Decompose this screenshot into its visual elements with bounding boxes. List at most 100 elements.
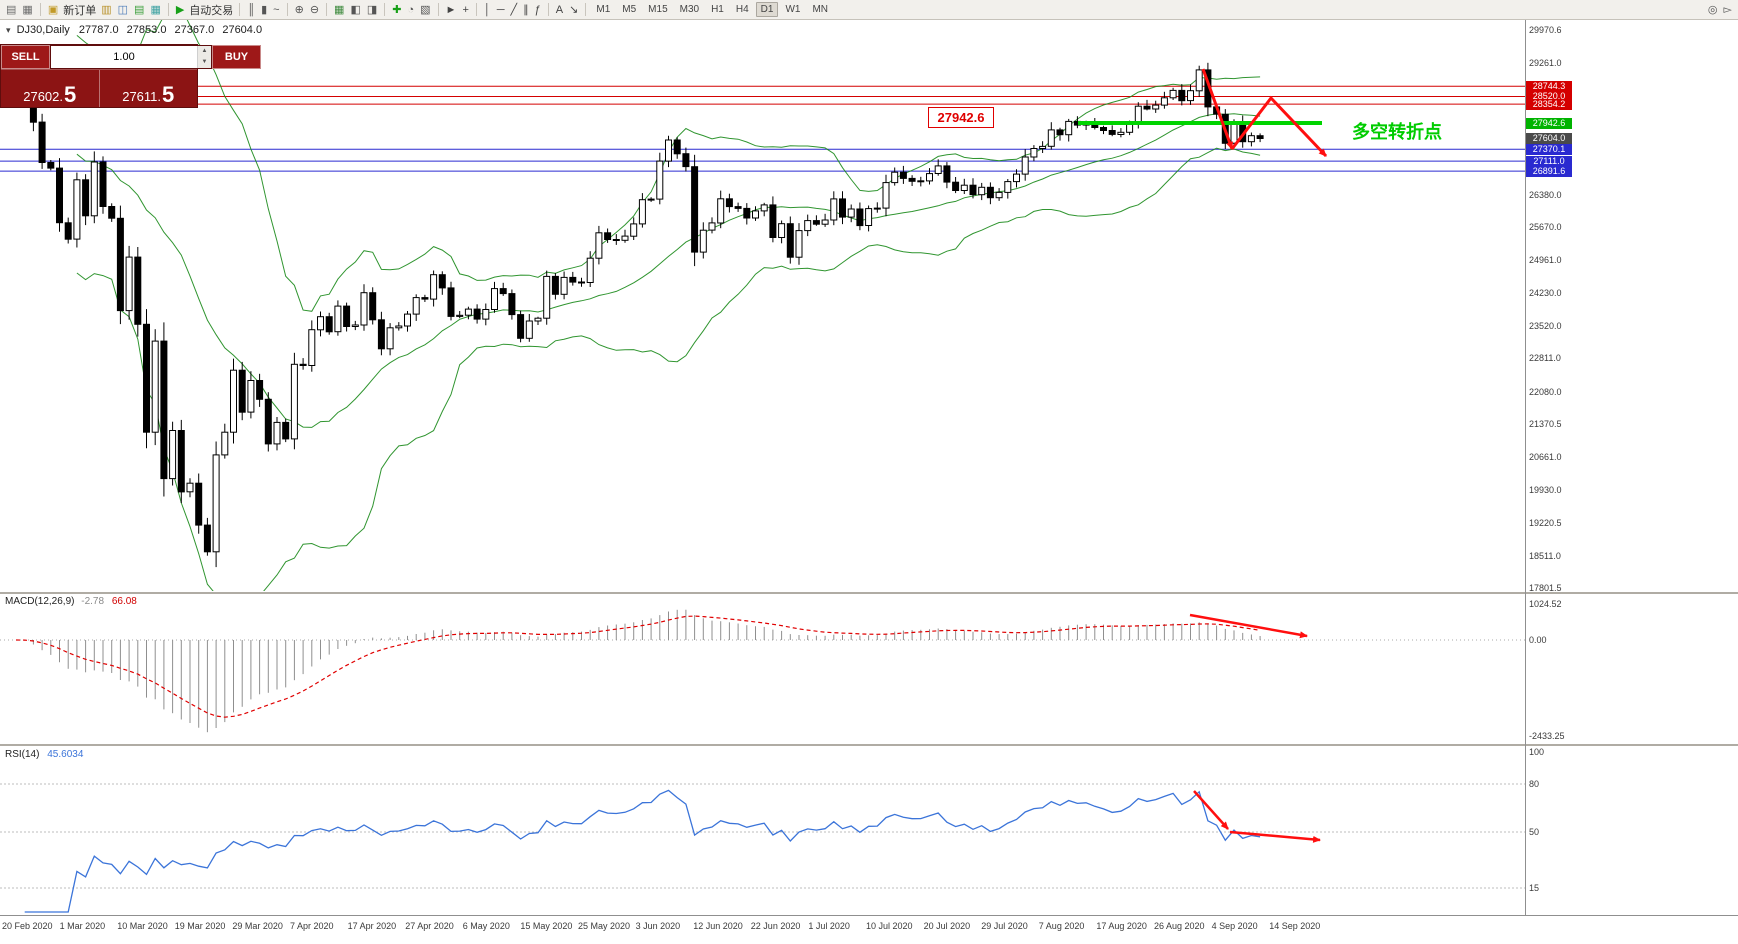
timeframe-button-d1[interactable]: D1 (755, 2, 779, 17)
symbol-marker-icon: ▾ (6, 25, 11, 35)
toolbar: ▤ ▦ ▣ 新订单 ▥ ◫ ▤ ▦ ▶ 自动交易 ║ ▮ ~ ⊕ ⊖ ▦ ◧ ◨ ✚ ◔ ▧ ► + │ ─ ╱ ∥ ƒ A ↘ M1 M5… (0, 0, 1738, 20)
price-tick: 25670.0 (1529, 222, 1562, 233)
toolbar-separator (475, 3, 477, 16)
timeframe-button-m30[interactable]: M30 (679, 4, 700, 15)
date-label: 27 Apr 2020 (405, 921, 454, 931)
turning-point-note: 多空转折点 (1352, 122, 1442, 142)
auto-arrange-icon[interactable]: ◧ (350, 3, 361, 16)
arrows-tool-icon[interactable]: ↘ (569, 3, 579, 16)
toolbar-separator (384, 3, 386, 16)
date-label: 3 Jun 2020 (635, 921, 681, 931)
sell-price[interactable]: 27602. 5 (1, 70, 100, 107)
price-tick: 17801.5 (1529, 583, 1562, 593)
macd-indicator-label: MACD(12,26,9) -2.78 66.08 (5, 596, 137, 607)
rsi-axis-label: 50 (1529, 827, 1540, 837)
price-tick: 20661.0 (1529, 451, 1562, 462)
timeframe-button-m5[interactable]: M5 (622, 4, 637, 15)
fibonacci-icon[interactable]: ƒ (534, 3, 541, 16)
new-order-button[interactable]: 新订单 (63, 4, 97, 17)
toolbar-separator (437, 3, 439, 16)
price-tick: 18511.0 (1529, 550, 1561, 561)
horizontal-level-lines (0, 85, 1525, 172)
rsi-axis-label: 15 (1529, 883, 1540, 893)
channel-icon[interactable]: ∥ (523, 3, 529, 16)
zoom-out-icon[interactable]: ⊖ (309, 3, 320, 16)
pane-separator-macd[interactable] (0, 592, 1738, 594)
toolbar-separator (585, 3, 587, 16)
date-label: 20 Jul 2020 (923, 921, 971, 931)
sell-button[interactable]: SELL (1, 45, 50, 69)
price-tick: 19930.0 (1529, 485, 1562, 496)
zoom-in-icon[interactable]: ⊕ (294, 3, 304, 16)
pane-separator-rsi[interactable] (0, 744, 1738, 746)
timeframe-button-m15[interactable]: M15 (648, 4, 668, 15)
date-label: 29 Mar 2020 (232, 921, 283, 931)
buy-price-main: 27611. (122, 89, 162, 104)
buy-button[interactable]: BUY (212, 45, 261, 69)
ohlc-low: 27367.0 (174, 24, 215, 36)
ohlc-open: 27787.0 (78, 24, 119, 36)
volume-input[interactable] (51, 46, 197, 68)
date-label: 17 Apr 2020 (347, 921, 397, 931)
symbol-period: DJ30,Daily (16, 24, 70, 36)
timeframe-button-h4[interactable]: H4 (735, 4, 749, 15)
search-icon[interactable]: ◎ (1707, 3, 1718, 16)
price-tick: 29261.0 (1529, 57, 1562, 68)
line-chart-icon[interactable]: ~ (273, 3, 280, 16)
timeframe-button-m1[interactable]: M1 (596, 4, 611, 15)
date-label: 10 Mar 2020 (117, 921, 168, 931)
macd-axis-label: -2433.25 (1529, 731, 1565, 741)
timeframe-button-h1[interactable]: H1 (711, 4, 724, 15)
tile-windows-icon[interactable]: ▦ (334, 3, 345, 16)
new-order-icon[interactable]: ▣ (47, 3, 59, 16)
volume-field: ▲ ▼ (50, 45, 212, 69)
text-tool-icon[interactable]: A (555, 3, 564, 16)
macd-axis-label: 0.00 (1529, 635, 1547, 645)
ohlc-high: 27853.0 (126, 24, 167, 36)
volume-down-icon[interactable]: ▼ (198, 57, 211, 68)
chart-shift-icon[interactable]: ◨ (366, 3, 378, 16)
buy-price[interactable]: 27611. 5 (100, 70, 198, 107)
template-icon[interactable]: ▧ (420, 3, 431, 16)
data-window-icon[interactable]: ◫ (117, 3, 129, 16)
cursor-icon[interactable]: ► (445, 3, 457, 16)
date-label: 7 Apr 2020 (290, 921, 334, 931)
price-level-label: 26891.6 (1526, 165, 1572, 177)
pointer-icon[interactable]: ▻ (1723, 3, 1732, 16)
date-label: 10 Jul 2020 (866, 921, 913, 931)
navigator-icon[interactable]: ▤ (134, 3, 145, 16)
volume-up-icon[interactable]: ▲ (198, 46, 211, 57)
trend-arrow-objects (1189, 68, 1328, 843)
chart-profiles-icon[interactable]: ▦ (22, 3, 33, 16)
period-menu-icon[interactable]: ◔ (407, 3, 415, 16)
market-watch-icon[interactable]: ▥ (101, 3, 112, 16)
date-label: 29 Jul 2020 (981, 921, 1028, 931)
price-tick: 19220.5 (1529, 517, 1562, 528)
date-label: 20 Feb 2020 (2, 921, 53, 931)
new-chart-icon[interactable]: ▤ (6, 3, 17, 16)
toolbar-right-group: ◎ ▻ (1705, 1, 1735, 19)
price-tick: 22811.0 (1529, 353, 1561, 364)
algo-trading-icon[interactable]: ▶ (175, 3, 185, 16)
algo-trading-button[interactable]: 自动交易 (189, 4, 234, 17)
price-axis-border (1525, 20, 1526, 916)
vertical-line-icon[interactable]: │ (483, 3, 491, 16)
timeframe-button-w1[interactable]: W1 (785, 4, 801, 15)
candles-chart-icon[interactable]: ▮ (261, 3, 268, 16)
horizontal-line-icon[interactable]: ─ (496, 3, 505, 16)
date-label: 6 May 2020 (462, 921, 510, 931)
price-tick: 22080.0 (1529, 386, 1562, 397)
timeframe-button-mn[interactable]: MN (812, 4, 829, 15)
trendline-icon[interactable]: ╱ (510, 3, 518, 16)
toolbox-icon[interactable]: ▦ (150, 3, 161, 16)
date-label: 14 Sep 2020 (1269, 921, 1321, 931)
crosshair-icon[interactable]: + (462, 3, 469, 16)
date-label: 19 Mar 2020 (174, 921, 226, 931)
date-label: 7 Aug 2020 (1038, 921, 1085, 931)
add-indicator-icon[interactable]: ✚ (392, 3, 402, 16)
timeframe-toolbar: M1 M5 M15 M30 H1 H4 D1 W1 MN (590, 2, 834, 17)
macd-pane (0, 609, 1525, 733)
bars-chart-icon[interactable]: ║ (247, 3, 256, 16)
